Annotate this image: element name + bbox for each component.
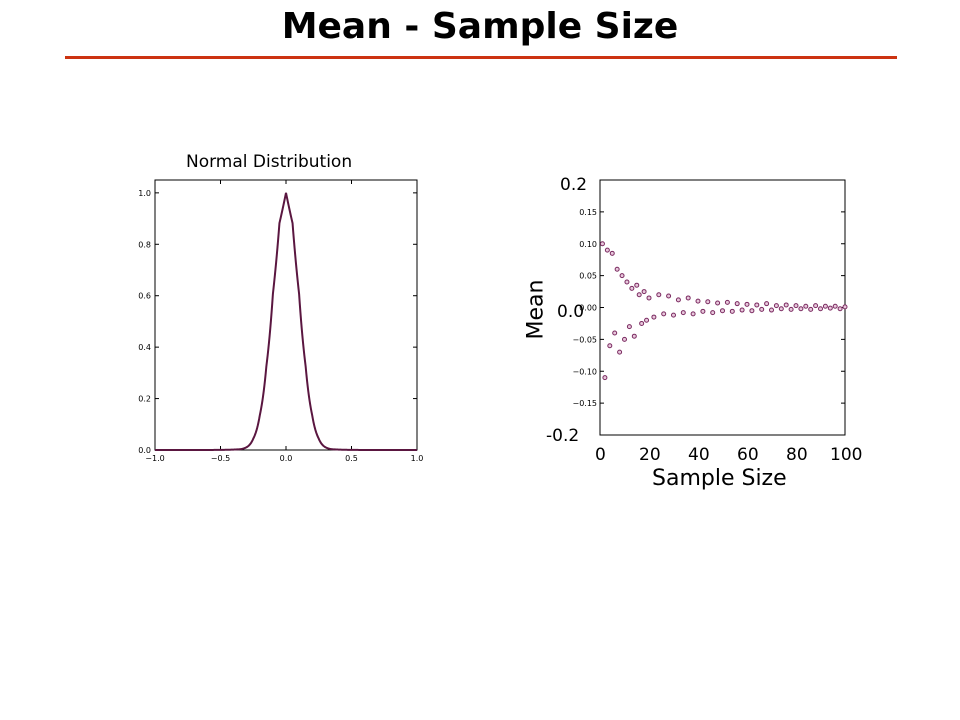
scatter-point — [798, 306, 804, 312]
normal-x-tick-label: 0.5 — [345, 454, 358, 463]
scatter-plot-frame — [599, 179, 846, 436]
scatter-point — [651, 314, 657, 320]
scatter-point — [827, 305, 833, 311]
scatter-point — [607, 343, 613, 349]
scatter-point — [619, 273, 625, 279]
y-tick-large-middle: 0.0 — [557, 302, 585, 322]
scatter-point — [609, 250, 615, 256]
scatter-point — [636, 292, 642, 298]
scatter-x-tick-label: 20 — [639, 445, 661, 465]
scatter-point — [700, 308, 706, 314]
scatter-point — [724, 299, 730, 305]
scatter-point — [759, 306, 765, 312]
scatter-point — [599, 241, 605, 247]
scatter-point — [690, 311, 696, 317]
scatter-y-tick-label: −0.05 — [572, 335, 597, 344]
x-axis-label-sample-size: Sample Size — [652, 466, 787, 491]
y-tick-large-bottom: -0.2 — [546, 426, 580, 446]
scatter-x-tick-label: 40 — [688, 445, 710, 465]
scatter-point — [715, 300, 721, 306]
normal-y-tick-label: 0.8 — [138, 240, 151, 249]
scatter-x-tick-label: 100 — [830, 445, 863, 465]
scatter-y-tick-label: 0.05 — [579, 272, 597, 281]
scatter-x-tick-label: 60 — [737, 445, 759, 465]
scatter-point — [631, 333, 637, 339]
scatter-point — [744, 301, 750, 307]
scatter-point — [842, 304, 848, 310]
scatter-point — [710, 310, 716, 316]
scatter-point — [675, 297, 681, 303]
scatter-point — [729, 308, 735, 314]
scatter-point — [680, 310, 686, 316]
scatter-point — [626, 324, 632, 330]
scatter-y-tick-label: 0.00 — [579, 304, 597, 313]
normal-y-tick-label: 0.0 — [138, 446, 151, 455]
scatter-point — [822, 303, 828, 309]
scatter-point — [808, 306, 814, 312]
scatter-point — [617, 349, 623, 355]
normal-x-tick-label: 1.0 — [411, 454, 424, 463]
title-underline — [65, 56, 897, 59]
normal-y-tick-label: 0.2 — [138, 395, 151, 404]
scatter-point — [604, 247, 610, 253]
normal-y-tick-label: 0.4 — [138, 343, 151, 352]
scatter-point — [695, 298, 701, 304]
scatter-point — [671, 312, 676, 318]
scatter-point — [639, 320, 645, 326]
scatter-point — [661, 311, 667, 317]
scatter-point — [666, 293, 672, 299]
scatter-point — [622, 336, 627, 342]
normal-y-tick-label: 0.6 — [138, 292, 151, 301]
scatter-point — [818, 306, 823, 312]
scatter-point — [773, 303, 779, 309]
mean-sample-size-chart: 0.15 0.10 0.05 0.00 −0.05 −0.10 −0.15 — [572, 179, 848, 436]
scatter-point — [803, 303, 809, 309]
y-tick-large-top: 0.2 — [560, 175, 588, 195]
scatter-point — [720, 308, 725, 314]
normal-plot-frame — [154, 179, 418, 451]
scatter-point — [734, 301, 740, 307]
scatter-point — [788, 306, 794, 312]
scatter-point — [624, 279, 630, 285]
scatter-y-tick-label: 0.10 — [579, 240, 597, 249]
scatter-y-tick-label: −0.10 — [572, 367, 597, 376]
scatter-y-tick-label: −0.15 — [572, 399, 597, 408]
scatter-point — [778, 306, 784, 312]
scatter-x-tick-label: 80 — [786, 445, 808, 465]
scatter-point — [749, 308, 755, 314]
scatter-point — [837, 306, 843, 312]
scatter-point — [602, 375, 608, 381]
scatter-point — [793, 303, 799, 309]
normal-x-tick-label: −0.5 — [211, 454, 230, 463]
scatter-point — [754, 302, 760, 308]
scatter-point — [769, 307, 774, 313]
normal-distribution-chart: 0.0 0.2 0.4 0.6 0.8 1.0 −1.0 −0.5 0.0 0.5 1.0 — [138, 179, 424, 463]
scatter-point — [641, 289, 647, 295]
scatter-point — [646, 295, 652, 301]
normal-chart-title: Normal Distribution — [186, 152, 353, 172]
normal-x-tick-label: −1.0 — [145, 454, 164, 463]
slide-title: Mean - Sample Size — [281, 6, 679, 47]
scatter-point — [634, 282, 640, 288]
scatter-point — [656, 292, 662, 298]
scatter-x-tick-label: 0 — [595, 445, 606, 465]
scatter-point — [612, 330, 618, 336]
scatter-point — [813, 303, 819, 309]
scatter-point — [705, 299, 711, 305]
scatter-point — [644, 317, 650, 323]
scatter-point — [739, 307, 745, 313]
scatter-point — [614, 266, 620, 272]
scatter-point — [783, 302, 789, 308]
normal-curve-line — [155, 192, 417, 451]
scatter-point — [629, 285, 635, 291]
normal-y-tick-label: 1.0 — [138, 189, 151, 198]
scatter-point — [685, 295, 691, 301]
scatter-point — [832, 303, 838, 309]
normal-x-tick-label: 0.0 — [280, 454, 293, 463]
scatter-point — [764, 301, 770, 307]
scatter-y-tick-label: 0.15 — [579, 208, 597, 217]
